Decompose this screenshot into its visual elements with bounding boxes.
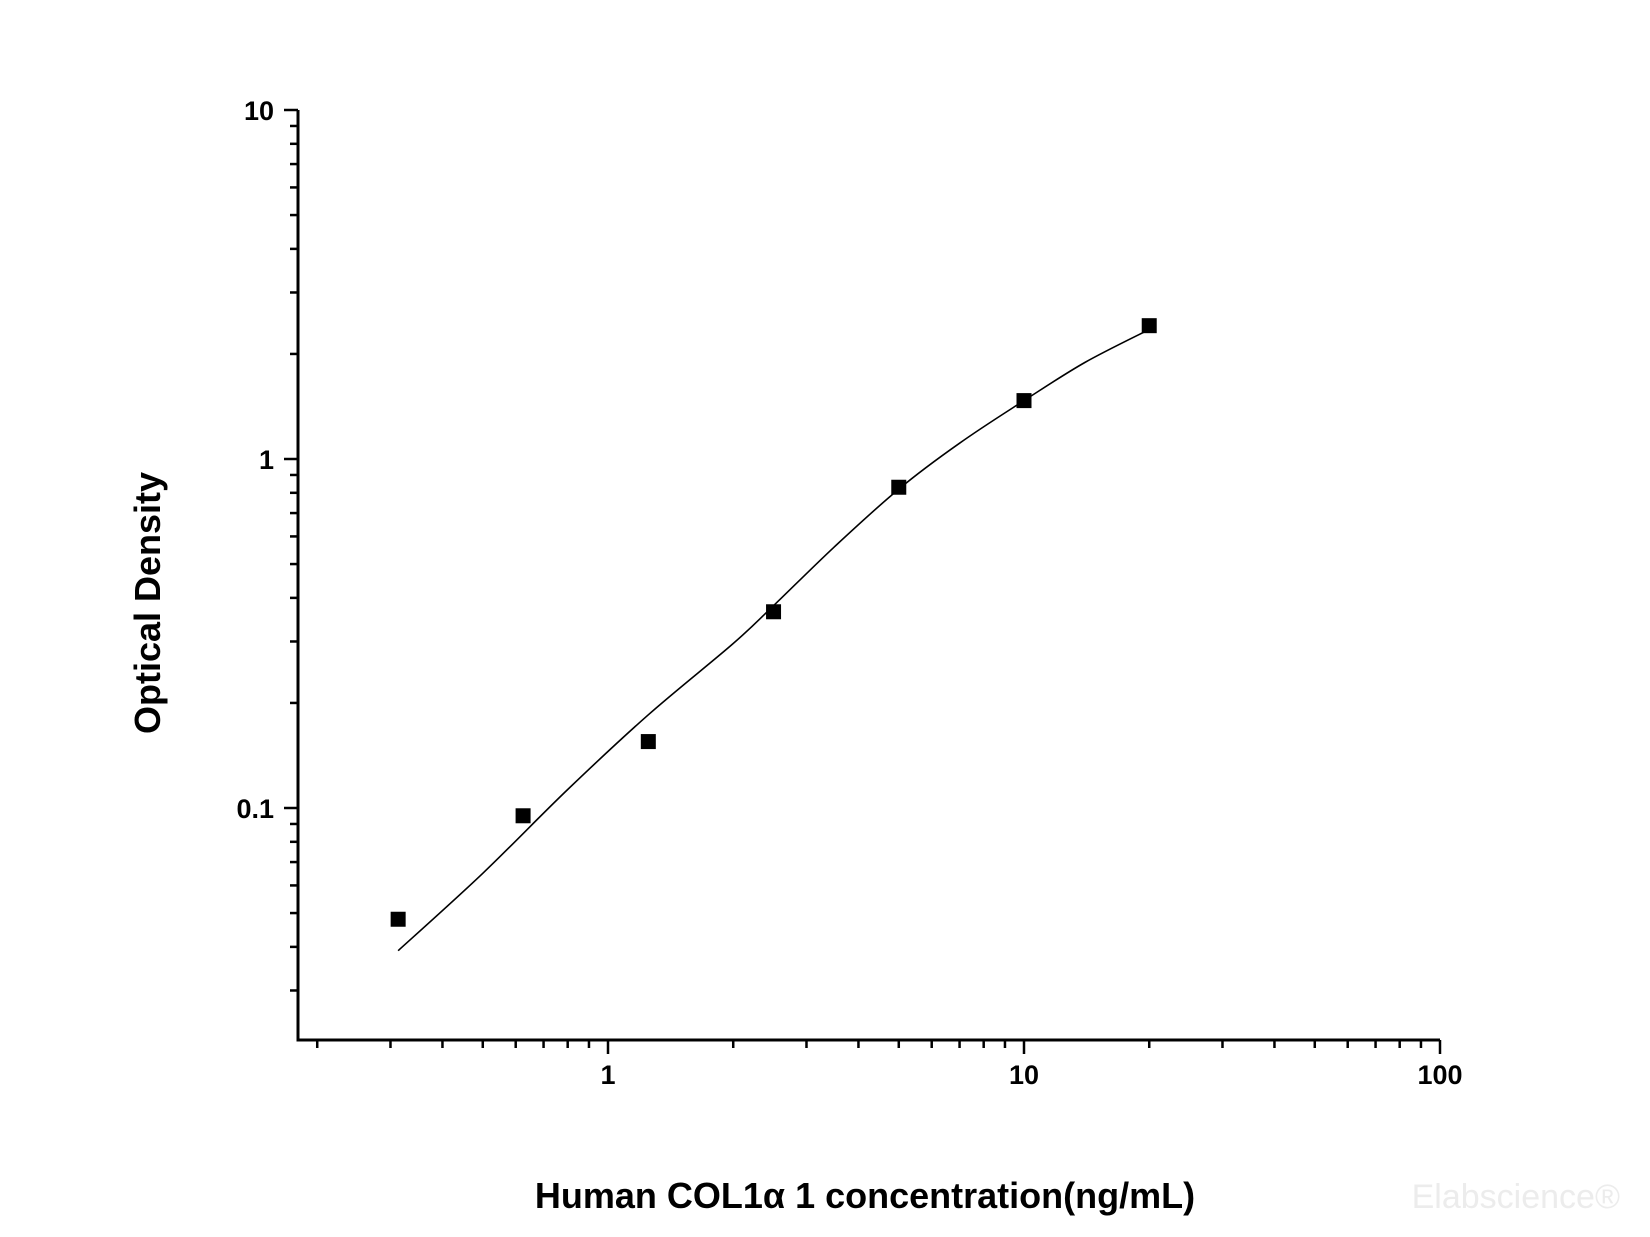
fit-curve-line	[397, 328, 1150, 952]
y-axis-label: Optical Density	[127, 472, 168, 734]
x-tick-label: 1	[600, 1060, 615, 1090]
data-point	[891, 479, 907, 495]
y-tick-label: 10	[244, 96, 274, 126]
data-point	[1141, 318, 1157, 334]
x-axis-label: Human COL1α 1 concentration(ng/mL)	[535, 1175, 1195, 1216]
data-point	[640, 734, 656, 750]
data-points	[390, 318, 1157, 927]
data-point	[515, 808, 531, 824]
data-point	[1016, 393, 1032, 409]
x-tick-label: 10	[1009, 1060, 1039, 1090]
tick-labels: 1 10 100 0.1 1 10	[236, 96, 1462, 1090]
data-point	[390, 911, 406, 927]
y-tick-label: 1	[259, 445, 274, 475]
ticks	[284, 108, 1442, 1054]
data-point	[766, 604, 782, 620]
y-tick-label: 0.1	[236, 794, 274, 824]
axes	[296, 110, 1440, 1042]
watermark: Elabscience®	[1412, 1178, 1620, 1216]
x-tick-label: 100	[1417, 1060, 1462, 1090]
fit-curve	[397, 328, 1150, 952]
